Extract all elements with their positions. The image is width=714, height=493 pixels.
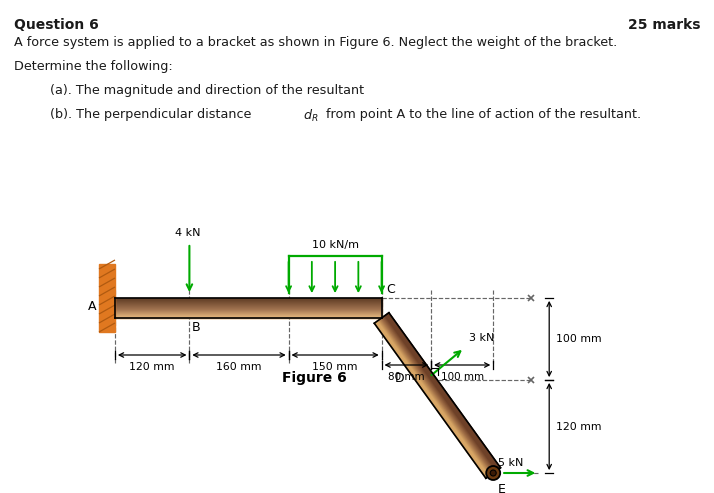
Polygon shape [381,318,493,473]
Polygon shape [388,313,500,468]
Polygon shape [380,319,492,474]
Polygon shape [384,316,496,471]
Bar [115,311,381,312]
Polygon shape [383,317,495,472]
Polygon shape [387,314,499,469]
Text: 80 mm: 80 mm [388,372,425,382]
Bar [115,304,381,305]
Text: 3 kN: 3 kN [469,333,495,343]
Polygon shape [376,322,488,477]
Polygon shape [385,316,497,471]
Polygon shape [386,315,498,470]
Polygon shape [378,320,490,476]
Bar [115,317,381,318]
Polygon shape [375,322,487,478]
Bar [115,309,381,310]
Bar [115,306,381,307]
Text: A: A [88,300,96,313]
Bar [115,307,381,308]
Bar [115,314,381,315]
Bar [115,316,381,317]
Bar [99,264,115,332]
Text: $d_R$: $d_R$ [303,108,318,124]
Polygon shape [384,316,496,471]
Text: (a). The magnitude and direction of the resultant: (a). The magnitude and direction of the … [50,84,364,97]
Polygon shape [379,319,491,475]
Polygon shape [381,317,493,473]
Polygon shape [375,323,487,478]
Text: from point A to the line of action of the resultant.: from point A to the line of action of th… [322,108,641,121]
Text: 100 mm: 100 mm [441,372,484,382]
Polygon shape [388,313,501,468]
Polygon shape [388,314,499,469]
Bar [115,298,381,299]
Bar [115,303,381,304]
Polygon shape [385,316,496,471]
Polygon shape [386,315,497,470]
Polygon shape [378,320,490,476]
Polygon shape [377,321,489,476]
Bar [115,308,381,309]
Polygon shape [387,314,498,469]
Text: E: E [498,483,506,493]
Text: B: B [191,321,200,334]
Text: C: C [386,283,396,296]
Polygon shape [378,320,491,475]
Polygon shape [379,319,491,475]
Polygon shape [383,317,495,472]
Polygon shape [383,317,496,472]
Polygon shape [386,315,498,469]
Text: 120 mm: 120 mm [556,422,602,431]
Text: 25 marks: 25 marks [628,18,700,32]
Bar [115,299,381,300]
Text: 10 kN/m: 10 kN/m [311,240,358,250]
Bar [115,313,381,314]
Circle shape [491,470,496,476]
Polygon shape [377,321,489,476]
Text: 160 mm: 160 mm [216,362,262,372]
Polygon shape [382,317,494,472]
Polygon shape [374,323,486,478]
Bar [115,315,381,316]
Polygon shape [386,315,498,470]
Text: (b). The perpendicular distance: (b). The perpendicular distance [50,108,256,121]
Text: 5 kN: 5 kN [498,458,523,468]
Text: A force system is applied to a bracket as shown in Figure 6. Neglect the weight : A force system is applied to a bracket a… [14,36,617,49]
Bar [115,302,381,303]
Polygon shape [382,317,494,473]
Polygon shape [381,318,493,474]
Bar [115,301,381,302]
Circle shape [486,466,501,480]
Text: 100 mm: 100 mm [556,334,602,344]
Polygon shape [378,320,491,475]
Polygon shape [381,318,493,473]
Bar [115,300,381,301]
Text: 120 mm: 120 mm [129,362,175,372]
Bar [115,305,381,306]
Polygon shape [380,319,492,474]
Polygon shape [376,321,488,477]
Text: Question 6: Question 6 [14,18,99,32]
Text: 4 kN: 4 kN [175,228,200,238]
Text: D: D [395,372,404,385]
Text: 150 mm: 150 mm [312,362,358,372]
Polygon shape [388,313,500,468]
Polygon shape [376,322,488,477]
Text: Figure 6: Figure 6 [282,371,346,385]
Bar [115,310,381,311]
Polygon shape [376,321,488,477]
Bar [115,312,381,313]
Text: Determine the following:: Determine the following: [14,60,173,73]
